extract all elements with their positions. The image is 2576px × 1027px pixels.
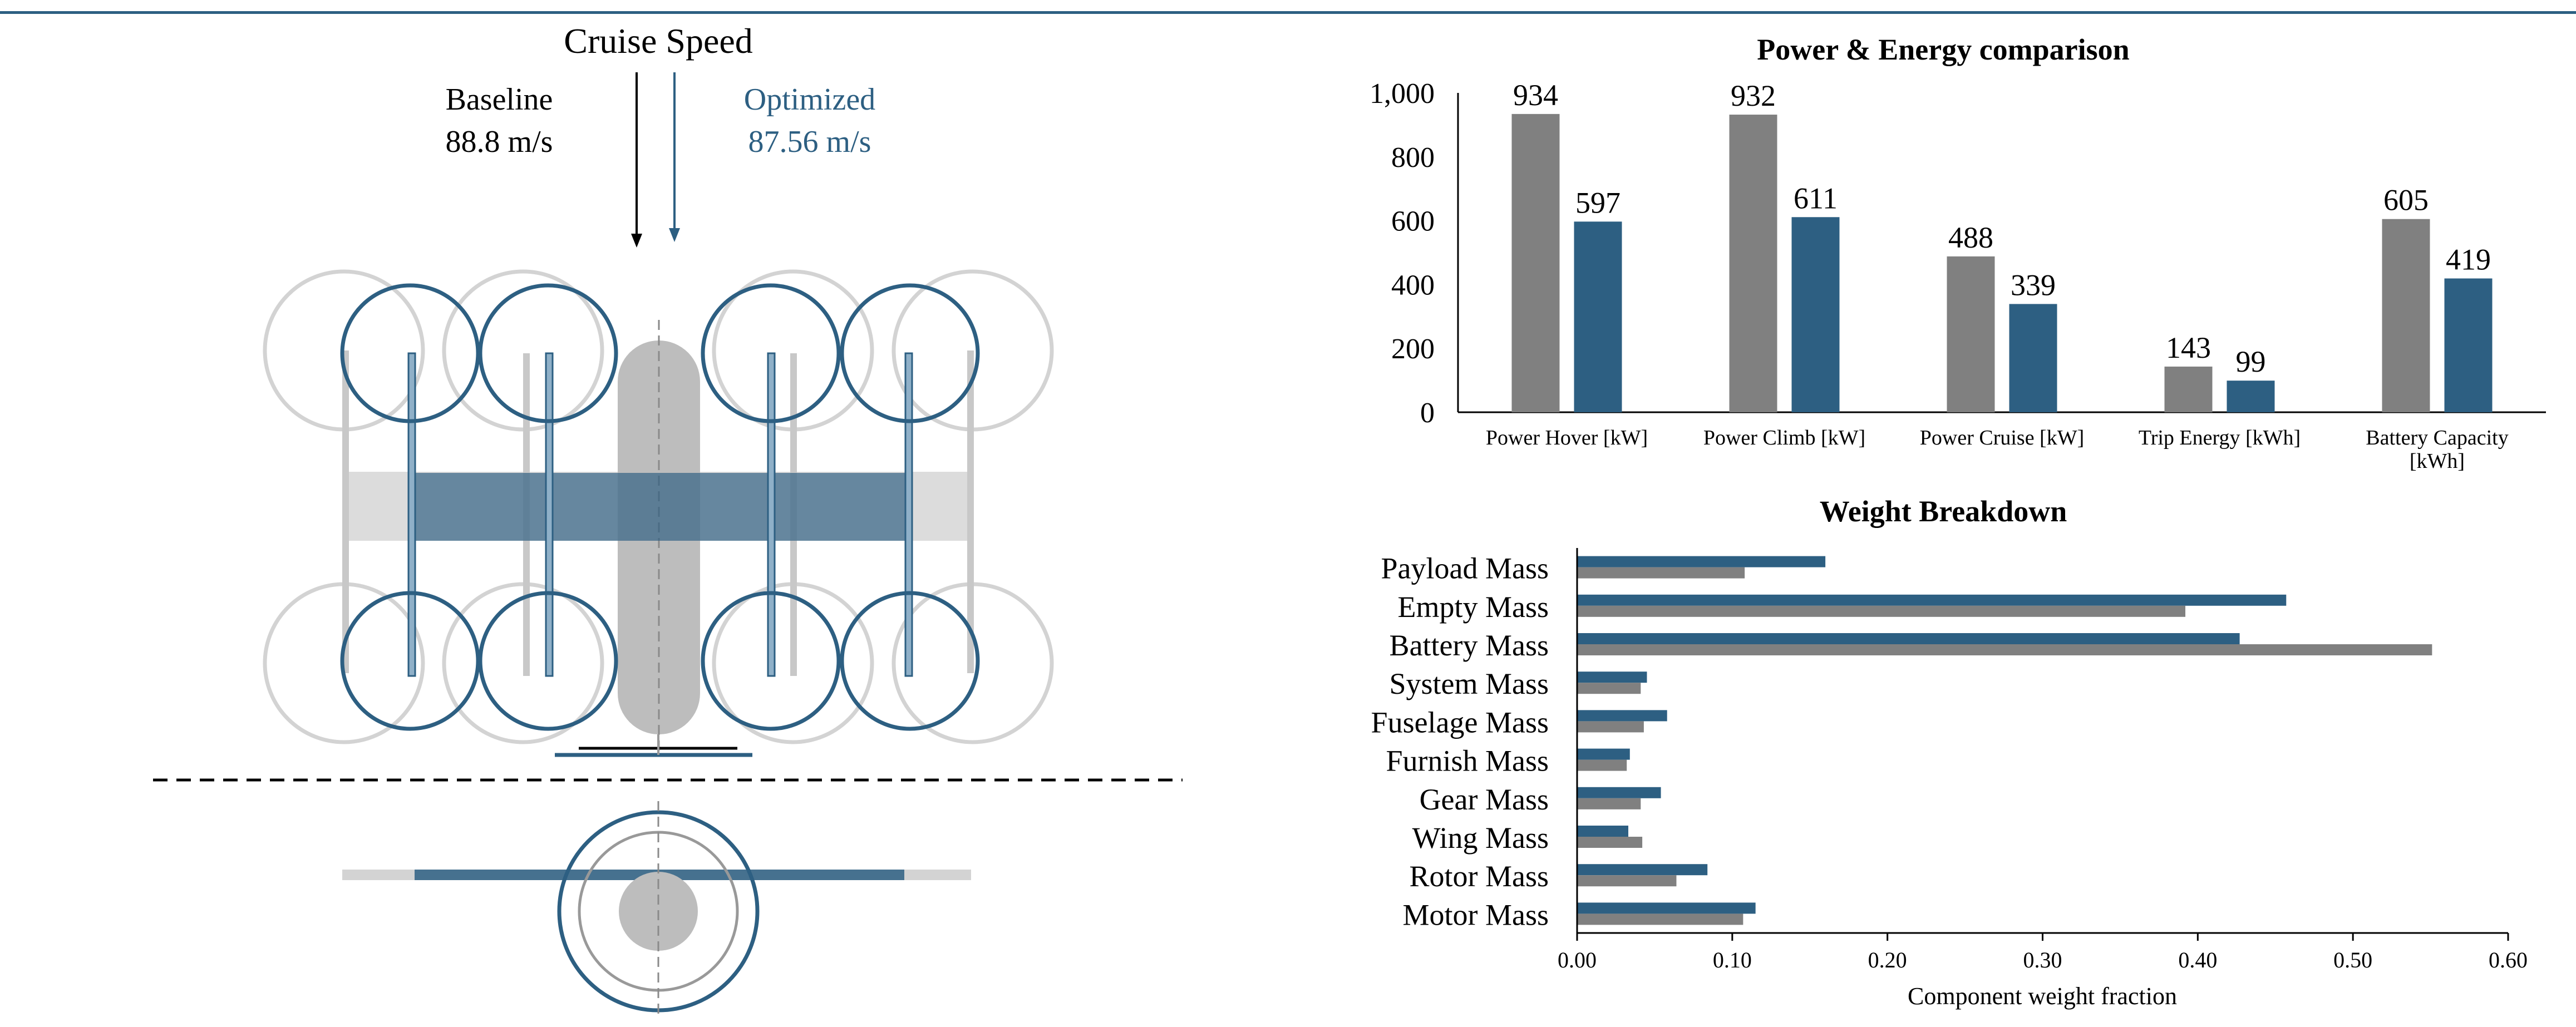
chart2-x-axis: 0.00 0.10 0.20 0.30 0.40 0.50 0.60 <box>1558 548 2528 972</box>
chart1-category-label: Battery Capacity <box>2366 426 2508 450</box>
baseline-bar <box>1577 914 1743 925</box>
chart1-category-label: Power Climb [kW] <box>1703 426 1865 450</box>
baseline-bar <box>1577 644 2432 655</box>
chart1-data-label: 611 <box>1794 181 1838 215</box>
chart1-y-axis: 0 200 400 600 800 1,000 <box>1370 78 2546 429</box>
baseline-label: Baseline <box>446 82 553 117</box>
chart1-category-label: [kWh] <box>2410 450 2465 473</box>
chart1-bars <box>1511 113 2493 413</box>
chart1-data-label: 605 <box>2383 184 2429 217</box>
optimized-rotors <box>340 283 980 731</box>
chart2-category-label: Empty Mass <box>1397 590 1549 624</box>
chart1-y-tick-label: 1,000 <box>1370 78 1435 110</box>
aircraft-diagram: Cruise Speed Baseline 88.8 m/s Optimized… <box>153 21 1183 1018</box>
baseline-bar <box>1577 875 1677 887</box>
optimized-bar <box>1577 672 1647 683</box>
optimized-bar <box>1791 217 1840 412</box>
baseline-bar <box>1947 256 1995 412</box>
chart1-data-label: 934 <box>1513 78 1558 112</box>
top-rule <box>0 11 2576 14</box>
chart2-bars <box>1577 556 2432 925</box>
chart2-x-label: Component weight fraction <box>1908 982 2177 1010</box>
chart1-data-label: 339 <box>2011 268 2056 302</box>
optimized-wing <box>415 473 907 541</box>
chart2-category-label: Furnish Mass <box>1386 744 1549 778</box>
chart2-x-tick-label: 0.40 <box>2178 947 2217 972</box>
optimized-bar <box>2444 278 2493 412</box>
chart2-x-tick-label: 0.30 <box>2023 947 2062 972</box>
chart2-x-tick-label: 0.60 <box>2489 947 2528 972</box>
optimized-bar <box>1577 633 2240 644</box>
chart2-category-label: Fuselage Mass <box>1371 705 1549 739</box>
optimized-bar <box>1577 826 1629 837</box>
baseline-bar <box>2164 366 2213 412</box>
baseline-bar <box>1577 605 2186 617</box>
optimized-bar <box>1577 594 2287 606</box>
optimized-bar <box>2227 381 2275 412</box>
chart1-data-labels: 934 597 932 611 488 339 143 99 605 419 <box>1513 78 2491 378</box>
baseline-bar <box>1729 115 1777 413</box>
baseline-bar <box>1577 567 1745 579</box>
baseline-bar <box>2382 219 2430 412</box>
optimized-bar <box>2009 304 2057 412</box>
optimized-arrowhead <box>669 228 680 242</box>
baseline-bar <box>1577 798 1641 809</box>
power-energy-chart: Power & Energy comparison 0 200 400 600 800 1… <box>1370 33 2546 473</box>
chart1-category-label: Power Hover [kW] <box>1486 426 1648 450</box>
chart2-category-label: Wing Mass <box>1412 821 1549 855</box>
optimized-bar <box>1577 710 1667 722</box>
baseline-bar <box>1577 837 1643 848</box>
optimized-speed: 87.56 m/s <box>748 125 871 159</box>
chart1-data-label: 488 <box>1948 221 1993 254</box>
chart1-category-label: Trip Energy [kWh] <box>2139 426 2301 450</box>
chart1-data-label: 419 <box>2446 243 2491 276</box>
chart1-y-tick-label: 600 <box>1391 206 1435 238</box>
chart2-category-label: Battery Mass <box>1390 629 1549 662</box>
baseline-bar <box>1577 721 1644 733</box>
chart1-y-tick-label: 400 <box>1391 269 1435 301</box>
chart2-category-labels: Payload Mass Empty Mass Battery Mass System… <box>1371 552 1549 932</box>
chart2-x-tick-label: 0.00 <box>1558 947 1597 972</box>
chart2-category-label: System Mass <box>1389 667 1549 700</box>
optimized-label: Optimized <box>744 82 875 117</box>
optimized-bar <box>1577 748 1630 760</box>
chart1-category-labels: Power Hover [kW] Power Climb [kW] Power Cr… <box>1486 426 2509 473</box>
chart2-title: Weight Breakdown <box>1820 495 2067 528</box>
diagram-title: Cruise Speed <box>564 21 753 61</box>
baseline-speed: 88.8 m/s <box>446 125 553 159</box>
chart1-data-label: 932 <box>1731 79 1776 112</box>
chart1-data-label: 143 <box>2166 331 2211 364</box>
baseline-bar <box>1577 683 1641 694</box>
chart1-y-tick-label: 0 <box>1420 397 1435 429</box>
chart2-category-label: Motor Mass <box>1402 898 1549 931</box>
baseline-bar <box>1511 113 1560 412</box>
baseline-arrowhead <box>631 234 642 248</box>
chart1-data-label: 597 <box>1575 186 1621 219</box>
chart2-x-tick-label: 0.20 <box>1868 947 1907 972</box>
chart1-title: Power & Energy comparison <box>1757 33 2129 66</box>
optimized-bar <box>1577 787 1661 798</box>
chart2-x-tick-label: 0.50 <box>2333 947 2372 972</box>
baseline-bar <box>1577 759 1627 771</box>
optimized-bar <box>1577 864 1708 876</box>
chart2-category-label: Gear Mass <box>1420 783 1549 816</box>
chart2-category-label: Rotor Mass <box>1409 860 1549 893</box>
optimized-bar <box>1577 556 1826 567</box>
chart1-category-label: Power Cruise [kW] <box>1920 426 2084 450</box>
chart2-category-label: Payload Mass <box>1381 552 1549 585</box>
chart1-y-tick-label: 800 <box>1391 142 1435 174</box>
chart1-data-label: 99 <box>2236 345 2266 378</box>
chart2-x-tick-label: 0.10 <box>1713 947 1752 972</box>
weight-breakdown-chart: Weight Breakdown Payload Mass Empty Mass B… <box>1371 495 2528 1010</box>
optimized-bar <box>1577 902 1756 914</box>
chart1-y-tick-label: 200 <box>1391 333 1435 365</box>
optimized-booms <box>407 352 913 677</box>
optimized-bar <box>1574 221 1622 412</box>
